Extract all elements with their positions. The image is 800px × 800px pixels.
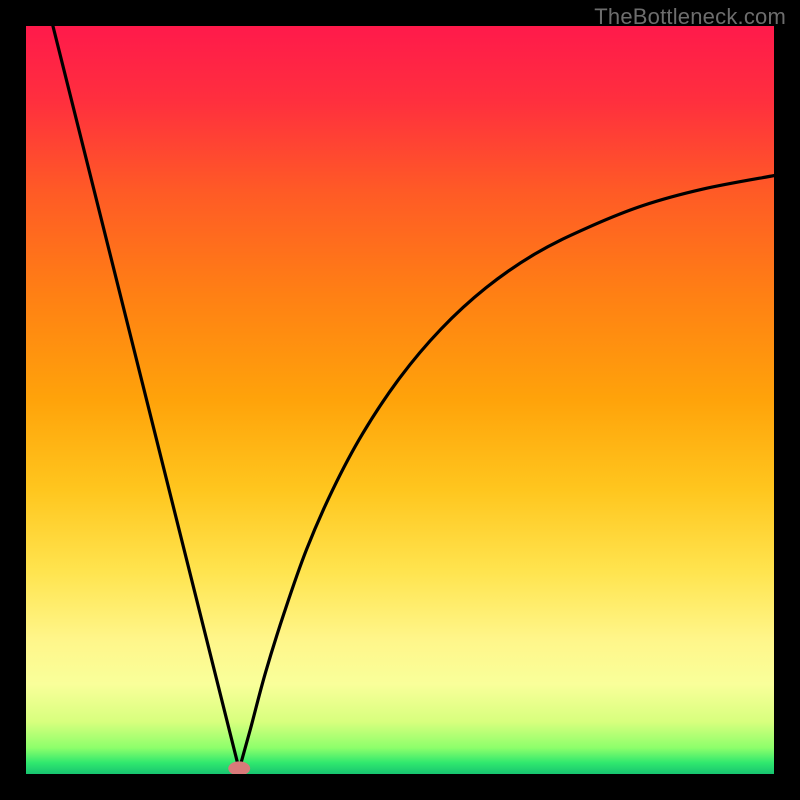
watermark-text: TheBottleneck.com	[594, 4, 786, 30]
chart-container: TheBottleneck.com	[0, 0, 800, 800]
gradient-background	[26, 26, 774, 774]
optimum-marker	[228, 761, 250, 775]
bottleneck-chart	[0, 0, 800, 800]
